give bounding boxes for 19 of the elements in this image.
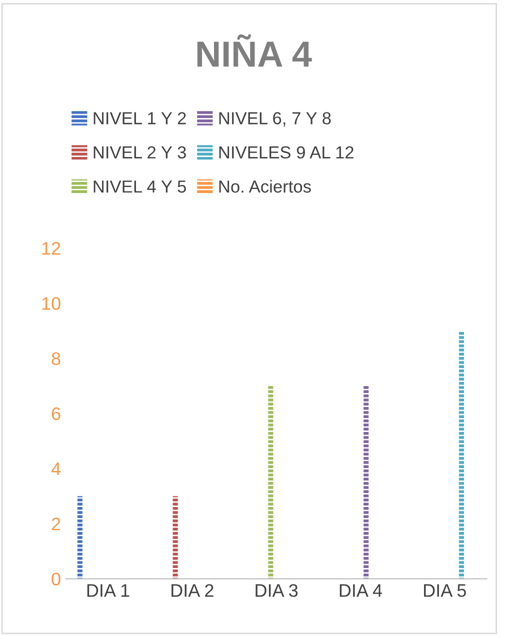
- y-tick-label: 0: [52, 572, 60, 586]
- x-tick-label: DIA 2: [172, 584, 214, 597]
- legend-label: NIVEL 2 Y 3: [94, 146, 186, 159]
- chart-title: NIÑA 4: [197, 34, 312, 67]
- y-tick-label: 12: [42, 242, 60, 255]
- y-tick-label: 10: [42, 297, 60, 310]
- legend-label: NIVEL 6, 7 Y 8: [219, 112, 331, 126]
- y-tick-label: 4: [51, 462, 61, 476]
- x-tick-label: DIA 5: [424, 584, 466, 597]
- x-tick-label: DIA 3: [256, 584, 298, 597]
- y-tick-label: 8: [52, 352, 60, 365]
- x-tick-label: DIA 1: [87, 584, 130, 597]
- legend-label: No. Aciertos: [219, 180, 311, 193]
- x-tick-label: DIA 4: [340, 584, 382, 597]
- legend-label: NIVEL 1 Y 2: [94, 112, 186, 124]
- y-tick-label: 6: [52, 407, 60, 420]
- legend-label: NIVEL 4 Y 5: [94, 180, 186, 193]
- y-tick-label: 2: [52, 518, 60, 530]
- legend-label: NIVELES 9 AL 12: [219, 146, 354, 159]
